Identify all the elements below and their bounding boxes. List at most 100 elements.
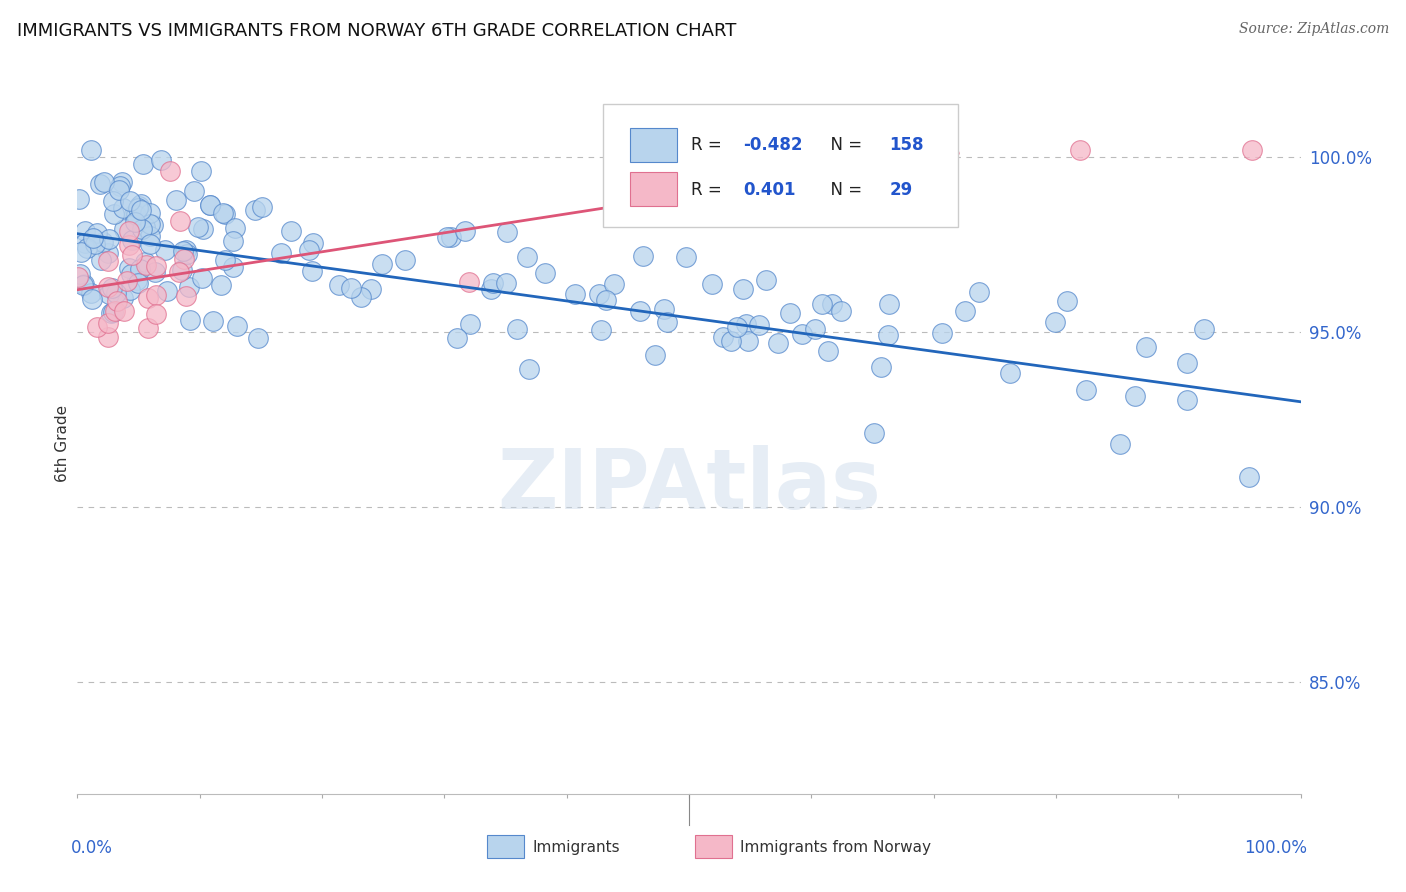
Point (104, 303, 127, 318)
Point (190, 271, 212, 285)
Point (97, 279, 120, 293)
Point (1175, 356, 1198, 370)
Point (145, 308, 167, 322)
Point (198, 198, 221, 212)
Point (169, 214, 191, 228)
FancyBboxPatch shape (630, 172, 676, 206)
Point (644, 348, 666, 362)
Point (720, 334, 742, 349)
Point (804, 321, 827, 335)
Text: R =: R = (692, 136, 727, 153)
Point (495, 276, 517, 290)
Point (177, 280, 200, 294)
Point (817, 344, 839, 359)
Point (90, 252, 112, 267)
Point (145, 288, 167, 302)
Point (127, 276, 149, 290)
Point (80, 286, 103, 301)
Text: 0.0%: 0.0% (72, 839, 112, 857)
Point (515, 251, 537, 265)
Point (457, 275, 479, 289)
Point (1240, 143, 1263, 157)
Point (1109, 437, 1132, 451)
Point (75, 224, 97, 238)
Point (121, 248, 143, 262)
Point (80, 293, 103, 307)
Point (76, 241, 98, 255)
Point (270, 246, 292, 260)
Point (136, 320, 159, 334)
Point (73, 235, 96, 250)
Point (80, 143, 103, 157)
Point (145, 259, 167, 273)
Point (142, 218, 165, 232)
Point (97, 253, 120, 268)
Point (202, 314, 225, 328)
FancyBboxPatch shape (630, 128, 676, 161)
Point (898, 143, 921, 157)
Point (111, 202, 134, 216)
Point (453, 224, 475, 238)
Point (700, 277, 723, 291)
Point (711, 330, 734, 344)
Point (108, 178, 131, 193)
Point (328, 277, 350, 292)
Point (482, 276, 505, 290)
Text: IMMIGRANTS VS IMMIGRANTS FROM NORWAY 6TH GRADE CORRELATION CHART: IMMIGRANTS VS IMMIGRANTS FROM NORWAY 6TH… (17, 22, 737, 40)
Point (107, 183, 129, 197)
Point (731, 282, 754, 296)
Point (124, 215, 146, 229)
Point (879, 297, 901, 311)
Point (134, 255, 156, 269)
Point (360, 282, 382, 296)
Point (1056, 294, 1078, 309)
Point (246, 331, 269, 345)
Point (103, 207, 125, 221)
Point (69, 267, 91, 281)
Point (446, 331, 468, 345)
Point (136, 291, 159, 305)
Point (84, 237, 107, 252)
Point (149, 153, 172, 167)
Point (564, 287, 586, 301)
Point (128, 262, 150, 277)
Point (138, 236, 160, 251)
Point (876, 328, 898, 343)
Point (588, 287, 610, 301)
Point (214, 253, 236, 268)
Point (132, 157, 155, 171)
Point (73, 277, 96, 291)
Point (301, 236, 323, 251)
Text: ZIPAtlas: ZIPAtlas (496, 445, 882, 526)
Point (127, 202, 149, 216)
Point (118, 238, 141, 252)
Point (118, 283, 141, 297)
Point (86, 319, 108, 334)
Point (97, 245, 120, 260)
Text: 100.0%: 100.0% (1244, 839, 1306, 857)
Point (139, 206, 162, 220)
Point (176, 247, 198, 261)
Point (245, 202, 267, 217)
Point (595, 293, 617, 308)
Point (1192, 322, 1215, 336)
Point (225, 318, 247, 333)
Point (534, 266, 557, 280)
Point (628, 304, 651, 318)
Point (657, 315, 679, 329)
Point (100, 306, 122, 320)
Point (122, 207, 145, 221)
Point (298, 244, 321, 258)
Point (91, 235, 114, 249)
Point (143, 265, 166, 279)
Point (134, 220, 156, 235)
Point (86, 226, 108, 240)
Point (394, 253, 416, 268)
Text: 158: 158 (890, 136, 924, 153)
Point (179, 313, 201, 327)
Point (156, 285, 179, 299)
Point (862, 425, 884, 440)
Text: N =: N = (820, 136, 868, 153)
Point (479, 282, 502, 296)
Point (631, 249, 654, 263)
